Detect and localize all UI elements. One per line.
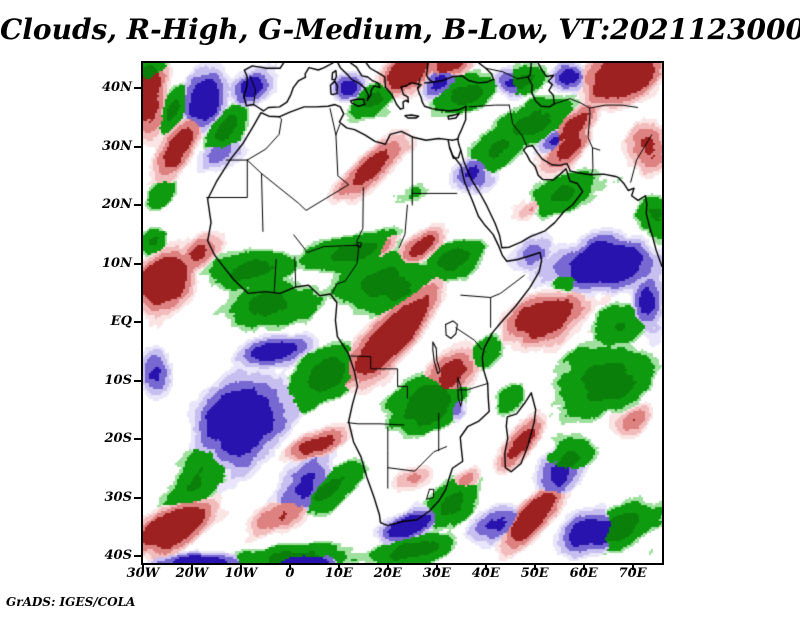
x-tick-label: 20E xyxy=(373,566,402,581)
x-tick-label: 70E xyxy=(618,566,647,581)
x-tick-mark xyxy=(631,563,634,570)
x-tick-mark xyxy=(142,563,144,570)
y-tick-mark xyxy=(134,438,141,441)
y-tick-label: 10S xyxy=(104,372,132,388)
x-tick-mark xyxy=(484,563,487,570)
x-tick-mark xyxy=(190,563,193,570)
x-tick-label: 0 xyxy=(285,566,295,581)
x-tick-label: 10E xyxy=(324,566,353,581)
x-tick-mark xyxy=(582,563,585,570)
grads-attribution: GrADS: IGES/COLA xyxy=(6,595,136,609)
y-tick-label: 20N xyxy=(102,197,132,213)
y-tick-mark xyxy=(134,379,141,382)
y-tick-mark xyxy=(134,321,141,324)
y-tick-mark xyxy=(134,87,141,90)
y-tick-mark xyxy=(134,145,141,148)
y-tick-mark xyxy=(134,262,141,265)
y-tick-label: 40N xyxy=(102,80,132,96)
x-tick-label: 60E xyxy=(569,566,598,581)
x-tick-mark xyxy=(337,563,340,570)
x-tick-mark xyxy=(288,563,291,570)
y-tick-label: 30N xyxy=(102,138,132,154)
x-tick-mark xyxy=(533,563,536,570)
x-tick-label: 40E xyxy=(471,566,500,581)
x-tick-mark xyxy=(435,563,438,570)
x-tick-label: 10W xyxy=(224,566,258,581)
y-tick-label: 40S xyxy=(104,547,132,563)
y-tick-label: 10N xyxy=(102,255,132,271)
y-tick-label: 30S xyxy=(104,489,132,505)
y-tick-label: 20S xyxy=(104,431,132,447)
y-tick-mark xyxy=(134,554,141,557)
x-tick-mark xyxy=(386,563,389,570)
cloud-composite-map xyxy=(143,63,662,563)
x-tick-label: 30W xyxy=(126,566,160,581)
x-tick-label: 20W xyxy=(175,566,209,581)
x-tick-label: 50E xyxy=(520,566,549,581)
x-tick-label: 30E xyxy=(422,566,451,581)
y-tick-label: EQ xyxy=(110,314,132,330)
plot-title: Clouds, R-High, G-Medium, B-Low, VT:2021… xyxy=(0,13,800,46)
y-tick-mark xyxy=(134,496,141,499)
x-tick-mark xyxy=(239,563,242,570)
y-tick-mark xyxy=(134,204,141,207)
map-frame xyxy=(141,61,664,565)
